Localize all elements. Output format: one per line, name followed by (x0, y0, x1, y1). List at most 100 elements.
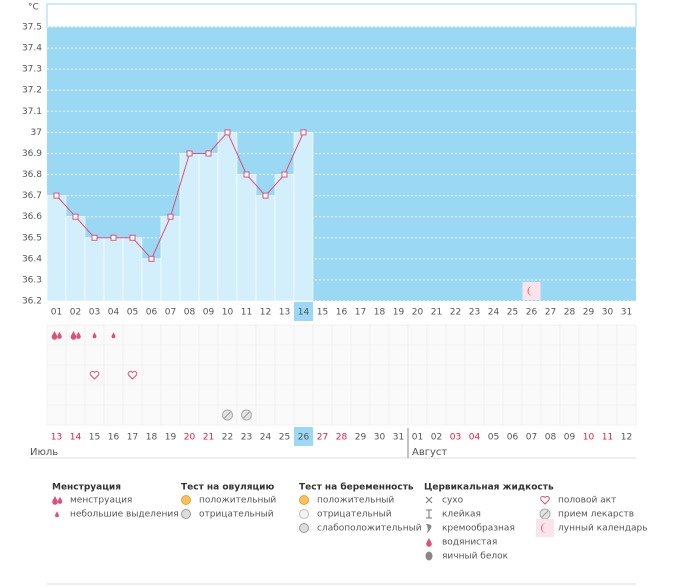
circle (181, 495, 191, 505)
y-tick-label: 36.2 (22, 297, 42, 307)
cell (312, 404, 333, 426)
egg (425, 551, 433, 561)
day-label: 25 (507, 308, 518, 318)
y-tick-label: 37.2 (22, 86, 42, 96)
temp-bar (274, 174, 295, 302)
day-label: 13 (279, 308, 290, 318)
cell (559, 384, 580, 406)
icon-egg (425, 551, 433, 561)
cell (198, 324, 219, 346)
cell (388, 384, 409, 406)
date-label: 28 (336, 433, 348, 443)
tee (426, 509, 432, 519)
day-label: 31 (621, 308, 632, 318)
day-label: 15 (317, 308, 328, 318)
drop (57, 496, 63, 504)
cell (597, 364, 618, 386)
cell (274, 324, 295, 346)
cell (483, 384, 504, 406)
day-label: 11 (241, 308, 252, 318)
legend-item: яичный белок (442, 552, 509, 562)
cell (65, 344, 86, 366)
cell (502, 384, 523, 406)
cell (255, 364, 276, 386)
cell (521, 384, 542, 406)
temp-bar (198, 153, 219, 302)
legend-title: Менструация (52, 483, 121, 493)
cell (179, 364, 200, 386)
date-label: 22 (222, 433, 233, 443)
cell (179, 324, 200, 346)
day-label: 17 (355, 308, 366, 318)
date-label: 14 (70, 433, 82, 443)
cell (502, 404, 523, 426)
day-label: 30 (602, 308, 614, 318)
day-label: 10 (222, 308, 234, 318)
day-label: 27 (545, 308, 556, 318)
date-label: 07 (526, 433, 537, 443)
cell (578, 324, 599, 346)
cell (407, 344, 428, 366)
icon-pill (222, 409, 233, 421)
drop (76, 331, 81, 339)
day-label: 28 (564, 308, 576, 318)
pill-line (243, 411, 250, 419)
cell (540, 324, 561, 346)
cell (502, 364, 523, 386)
legend-item: положительный (199, 496, 276, 506)
cell (160, 404, 181, 426)
icon-cream (426, 524, 432, 533)
temp-point (72, 213, 79, 220)
cell (540, 384, 561, 406)
cell (445, 324, 466, 346)
temp-point (300, 129, 307, 136)
temp-bar (65, 216, 86, 302)
day-label: 22 (450, 308, 461, 318)
cell (483, 344, 504, 366)
cell (274, 344, 295, 366)
cell (274, 404, 295, 426)
date-label: 09 (564, 433, 576, 443)
cell (331, 404, 352, 426)
temp-bar (217, 132, 238, 302)
day-label: 18 (374, 308, 386, 318)
cell (84, 344, 105, 366)
pill-line (224, 411, 231, 419)
cross (425, 496, 433, 504)
cell (388, 404, 409, 426)
cell (312, 384, 333, 406)
cell (141, 344, 162, 366)
heart (127, 370, 138, 380)
cell (426, 324, 447, 346)
header-box (46, 3, 637, 28)
cell (597, 404, 618, 426)
cell (122, 344, 143, 366)
cell (445, 344, 466, 366)
cell (217, 384, 238, 406)
y-tick-label: 37.5 (22, 23, 42, 33)
cell (407, 384, 428, 406)
temp-bar (84, 237, 105, 302)
cell (179, 344, 200, 366)
cream (426, 524, 432, 533)
icon-water (426, 538, 432, 547)
cell (426, 364, 447, 386)
legend-title: Тест на беременность (299, 482, 414, 493)
icon-moon (536, 519, 554, 537)
icon-white (299, 509, 309, 519)
moon (527, 286, 533, 296)
cell (122, 364, 143, 386)
cell (407, 364, 428, 386)
cell (578, 404, 599, 426)
cell (198, 364, 219, 386)
date-label: 16 (108, 433, 120, 443)
date-label: 02 (431, 433, 442, 443)
icon-gray (181, 509, 191, 519)
cell (141, 404, 162, 426)
cell (350, 344, 371, 366)
temp-line (56, 131, 304, 260)
cell (46, 384, 67, 406)
date-label: 19 (165, 433, 177, 443)
y-tick-label: 37 (31, 128, 42, 138)
temp-bar (103, 237, 124, 302)
